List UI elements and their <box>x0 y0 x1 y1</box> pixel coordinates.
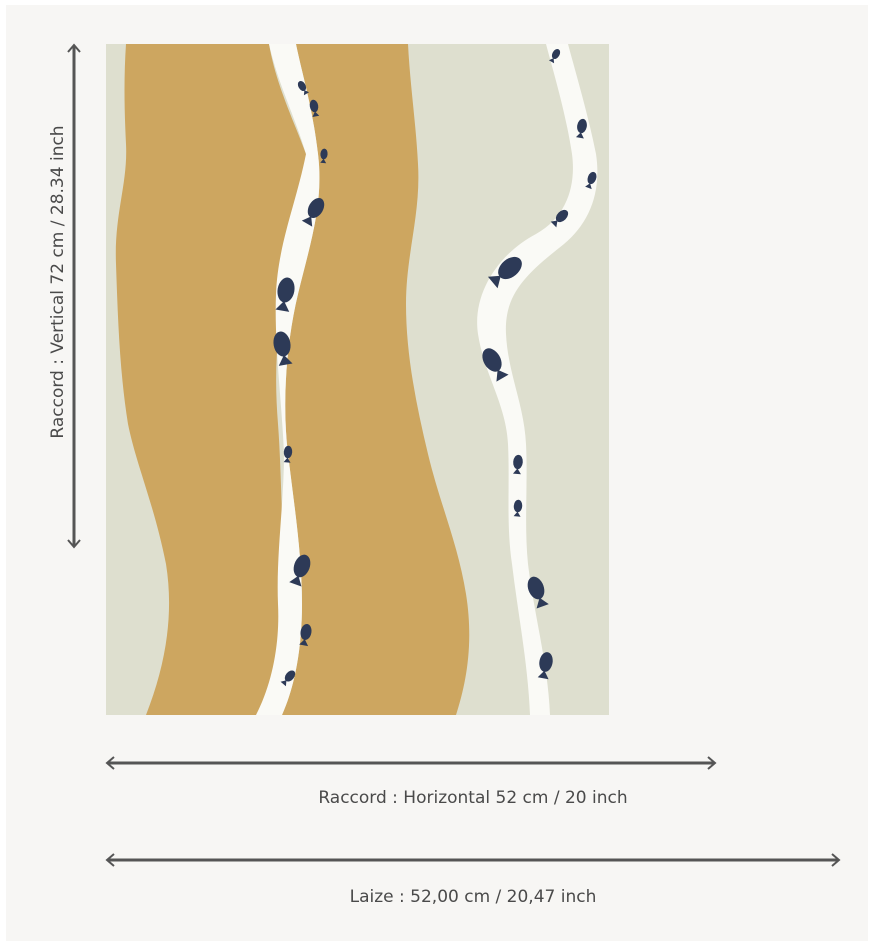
fish-motif <box>575 118 587 139</box>
fish-motif <box>527 576 549 609</box>
fish-motif <box>585 171 597 190</box>
fish-motif <box>482 348 509 382</box>
ochre-wave-left <box>115 44 312 715</box>
fish-motif <box>273 331 293 366</box>
fish-motif <box>309 99 320 117</box>
fish-motif <box>301 197 325 227</box>
fish-motif <box>297 80 310 96</box>
fish-motif <box>275 277 295 312</box>
fish-motif <box>548 48 561 64</box>
fish-motif <box>289 554 311 587</box>
roll-width-label: Laize : 52,00 cm / 20,47 inch <box>349 887 597 907</box>
fish-river-left <box>256 44 320 715</box>
wallpaper-swatch-image <box>106 44 609 715</box>
ochre-wave-right <box>282 44 470 715</box>
fish-motif <box>299 623 312 647</box>
vertical-repeat-arrow <box>67 43 81 549</box>
fish-motif <box>280 670 296 687</box>
fish-shoal <box>273 48 597 687</box>
fish-motif <box>283 445 293 463</box>
roll-width-arrow <box>105 853 841 867</box>
vertical-repeat-label: Raccord : Vertical 72 cm / 28.34 inch <box>48 125 68 439</box>
fish-motif <box>537 652 553 680</box>
fish-motif <box>320 148 328 164</box>
horizontal-repeat-label: Raccord : Horizontal 52 cm / 20 inch <box>318 788 628 808</box>
horizontal-repeat-arrow <box>105 756 717 770</box>
fish-motif <box>487 256 522 289</box>
fish-motif <box>550 209 569 228</box>
fish-motif <box>512 454 523 475</box>
wallpaper-pattern <box>106 44 609 715</box>
fish-motif <box>513 499 523 517</box>
